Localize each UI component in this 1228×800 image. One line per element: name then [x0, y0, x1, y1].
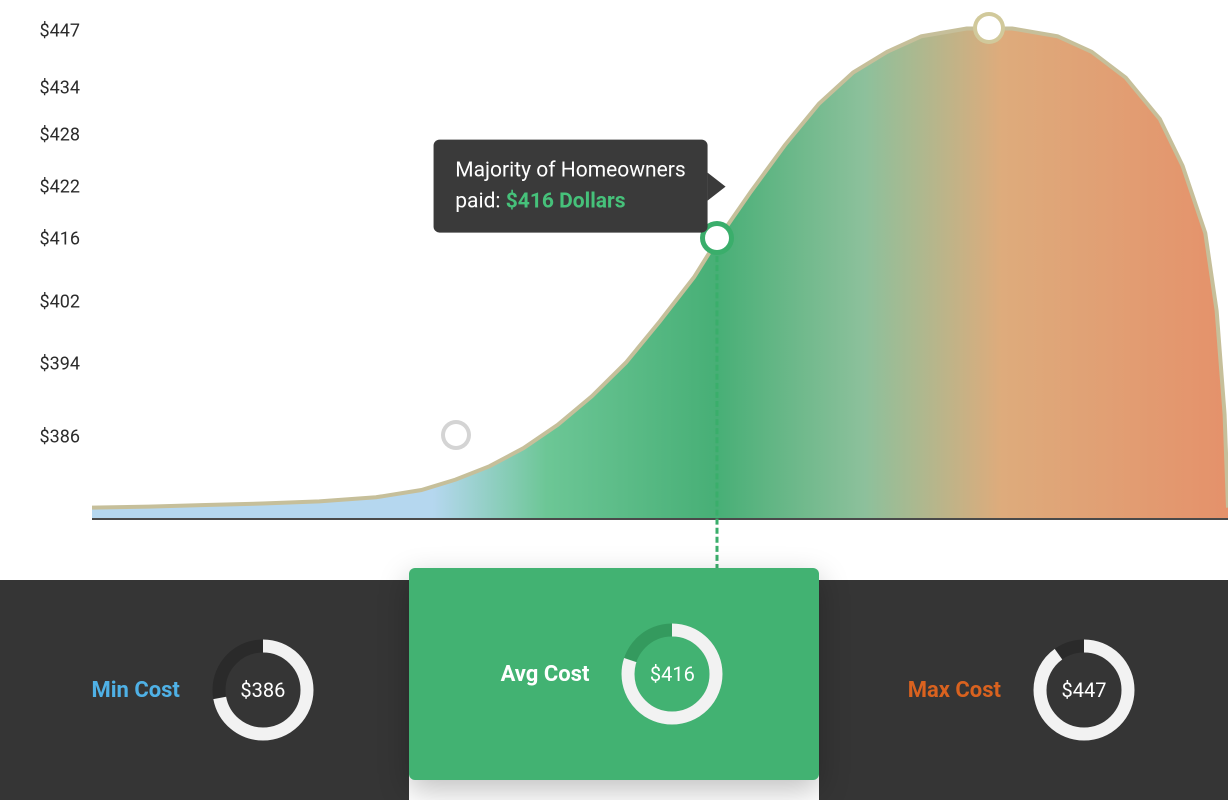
max-marker — [977, 16, 1001, 40]
area-fill — [92, 28, 1228, 518]
max-donut: $447 — [1029, 635, 1139, 745]
y-tick-label: $394 — [40, 354, 80, 375]
y-tick-label: $428 — [40, 125, 80, 146]
y-axis-labels: $447 $434 $428 $422 $416 $402 $394 $386 — [0, 0, 92, 520]
y-tick-label: $422 — [40, 177, 80, 198]
tooltip: Majority of Homeowners paid: $416 Dollar… — [433, 140, 707, 233]
tooltip-arrow-icon — [708, 172, 726, 200]
tooltip-line1: Majority of Homeowners — [455, 156, 685, 186]
chart-area: $447 $434 $428 $422 $416 $402 $394 $386 Majorit… — [0, 0, 1228, 580]
avg-marker — [705, 226, 729, 250]
cost-chart-container: $447 $434 $428 $422 $416 $402 $394 $386 Majorit… — [0, 0, 1228, 800]
min-cost-card: Min Cost $386 — [0, 580, 409, 800]
area-curve — [92, 0, 1228, 518]
min-marker — [445, 424, 467, 446]
avg-donut: $416 — [617, 619, 727, 729]
avg-cost-label: Avg Cost — [501, 662, 590, 687]
max-cost-value: $447 — [1029, 635, 1139, 745]
avg-cost-value: $416 — [617, 619, 727, 729]
tooltip-cost: $416 Dollars — [506, 189, 626, 213]
tooltip-line2-prefix: paid: — [455, 189, 505, 213]
plot-region: Majority of Homeowners paid: $416 Dollar… — [92, 0, 1228, 520]
avg-guide-line — [715, 238, 718, 579]
min-donut: $386 — [208, 635, 318, 745]
max-cost-card: Max Cost $447 — [819, 580, 1228, 800]
y-tick-label: $447 — [40, 21, 80, 42]
min-cost-label: Min Cost — [91, 678, 179, 703]
avg-cost-card: Avg Cost $416 — [409, 568, 818, 780]
max-cost-label: Max Cost — [908, 678, 1001, 703]
y-tick-label: $386 — [40, 426, 80, 447]
tooltip-line2: paid: $416 Dollars — [455, 186, 685, 216]
summary-cards: Min Cost $386 Avg Cost $416 Max Cost — [0, 580, 1228, 800]
y-tick-label: $416 — [40, 229, 80, 250]
y-tick-label: $402 — [40, 291, 80, 312]
y-tick-label: $434 — [40, 78, 80, 99]
min-cost-value: $386 — [208, 635, 318, 745]
